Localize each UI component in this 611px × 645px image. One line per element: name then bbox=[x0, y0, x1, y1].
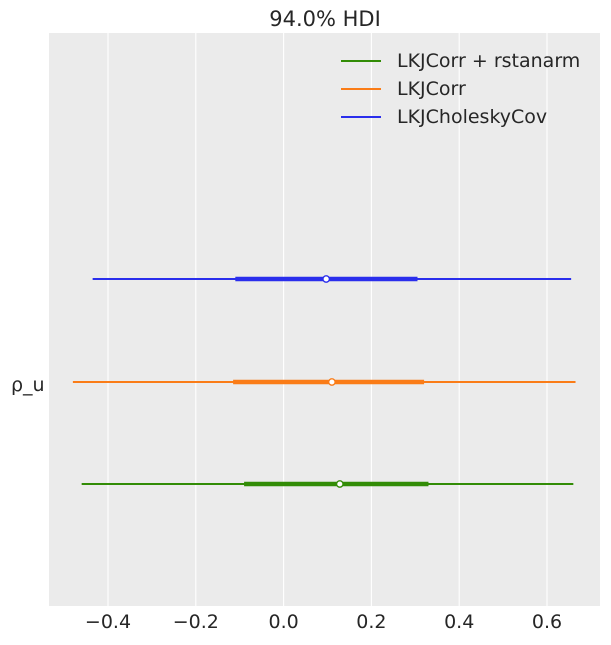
legend: LKJCorr + rstanarm LKJCorr LKJCholeskyCov bbox=[341, 50, 580, 128]
legend-entry: LKJCorr bbox=[341, 78, 466, 100]
point-estimate-marker bbox=[335, 480, 344, 488]
grid-lines bbox=[107, 33, 548, 606]
point-estimate-marker bbox=[322, 275, 331, 283]
legend-label: LKJCorr bbox=[397, 78, 466, 100]
legend-label: LKJCorr + rstanarm bbox=[397, 50, 580, 72]
series-lkjcholeskycov bbox=[92, 275, 572, 283]
x-tick-label: 0.2 bbox=[356, 611, 386, 633]
legend-entry: LKJCorr + rstanarm bbox=[341, 50, 580, 72]
series-lkjcorr bbox=[72, 378, 576, 386]
x-tick-label: −0.4 bbox=[85, 611, 131, 633]
x-tick-label: −0.2 bbox=[173, 611, 219, 633]
x-tick-label: 0.4 bbox=[444, 611, 474, 633]
legend-entry: LKJCholeskyCov bbox=[341, 106, 547, 128]
series-lkjcorr-rstanarm bbox=[81, 480, 574, 488]
chart-title: 94.0% HDI bbox=[269, 7, 381, 31]
x-tick-label: 0.6 bbox=[532, 611, 562, 633]
x-tick-labels: −0.4 −0.2 0.0 0.2 0.4 0.6 bbox=[85, 611, 562, 633]
plot-area bbox=[49, 33, 600, 606]
y-variable-label: ρ_u bbox=[11, 374, 45, 396]
x-tick-label: 0.0 bbox=[268, 611, 298, 633]
point-estimate-marker bbox=[328, 378, 336, 386]
series-layer bbox=[72, 275, 576, 488]
legend-label: LKJCholeskyCov bbox=[397, 106, 547, 128]
